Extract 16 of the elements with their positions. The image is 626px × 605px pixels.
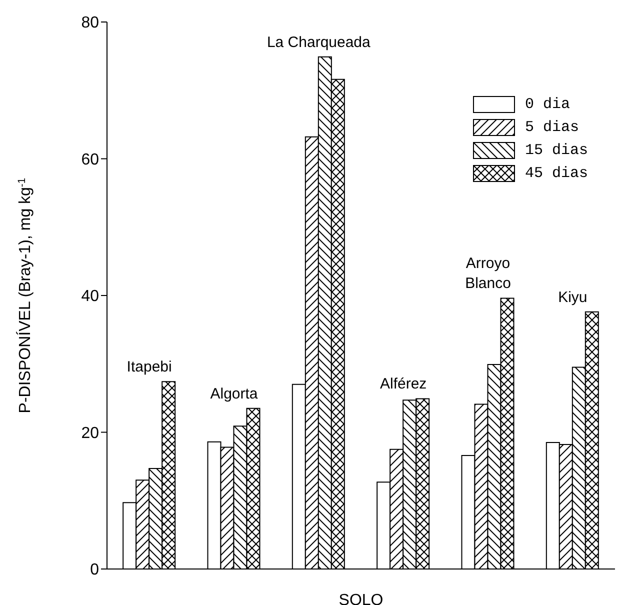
annotation: La Charqueada bbox=[266, 34, 372, 51]
x-axis-title: SOLO bbox=[338, 592, 384, 605]
y-tick-label: 0 bbox=[90, 562, 100, 579]
y-tick-label: 80 bbox=[81, 14, 100, 32]
y-tick-label: 60 bbox=[81, 151, 100, 168]
annotation: Itapebi bbox=[126, 358, 172, 376]
legend-label: 0 dia bbox=[524, 96, 570, 113]
annotation: Kiyu bbox=[558, 288, 588, 306]
annotation: Algorta bbox=[210, 385, 258, 402]
annotation: Alférez bbox=[380, 376, 427, 393]
legend-label: 45 dias bbox=[524, 165, 588, 182]
legend-label: 5 dias bbox=[524, 119, 579, 136]
y-tick-label: 40 bbox=[81, 288, 100, 306]
annotation: Arroyo Blanco bbox=[465, 255, 511, 292]
legend-label: 15 dias bbox=[524, 142, 588, 159]
y-tick-label: 20 bbox=[81, 424, 100, 442]
